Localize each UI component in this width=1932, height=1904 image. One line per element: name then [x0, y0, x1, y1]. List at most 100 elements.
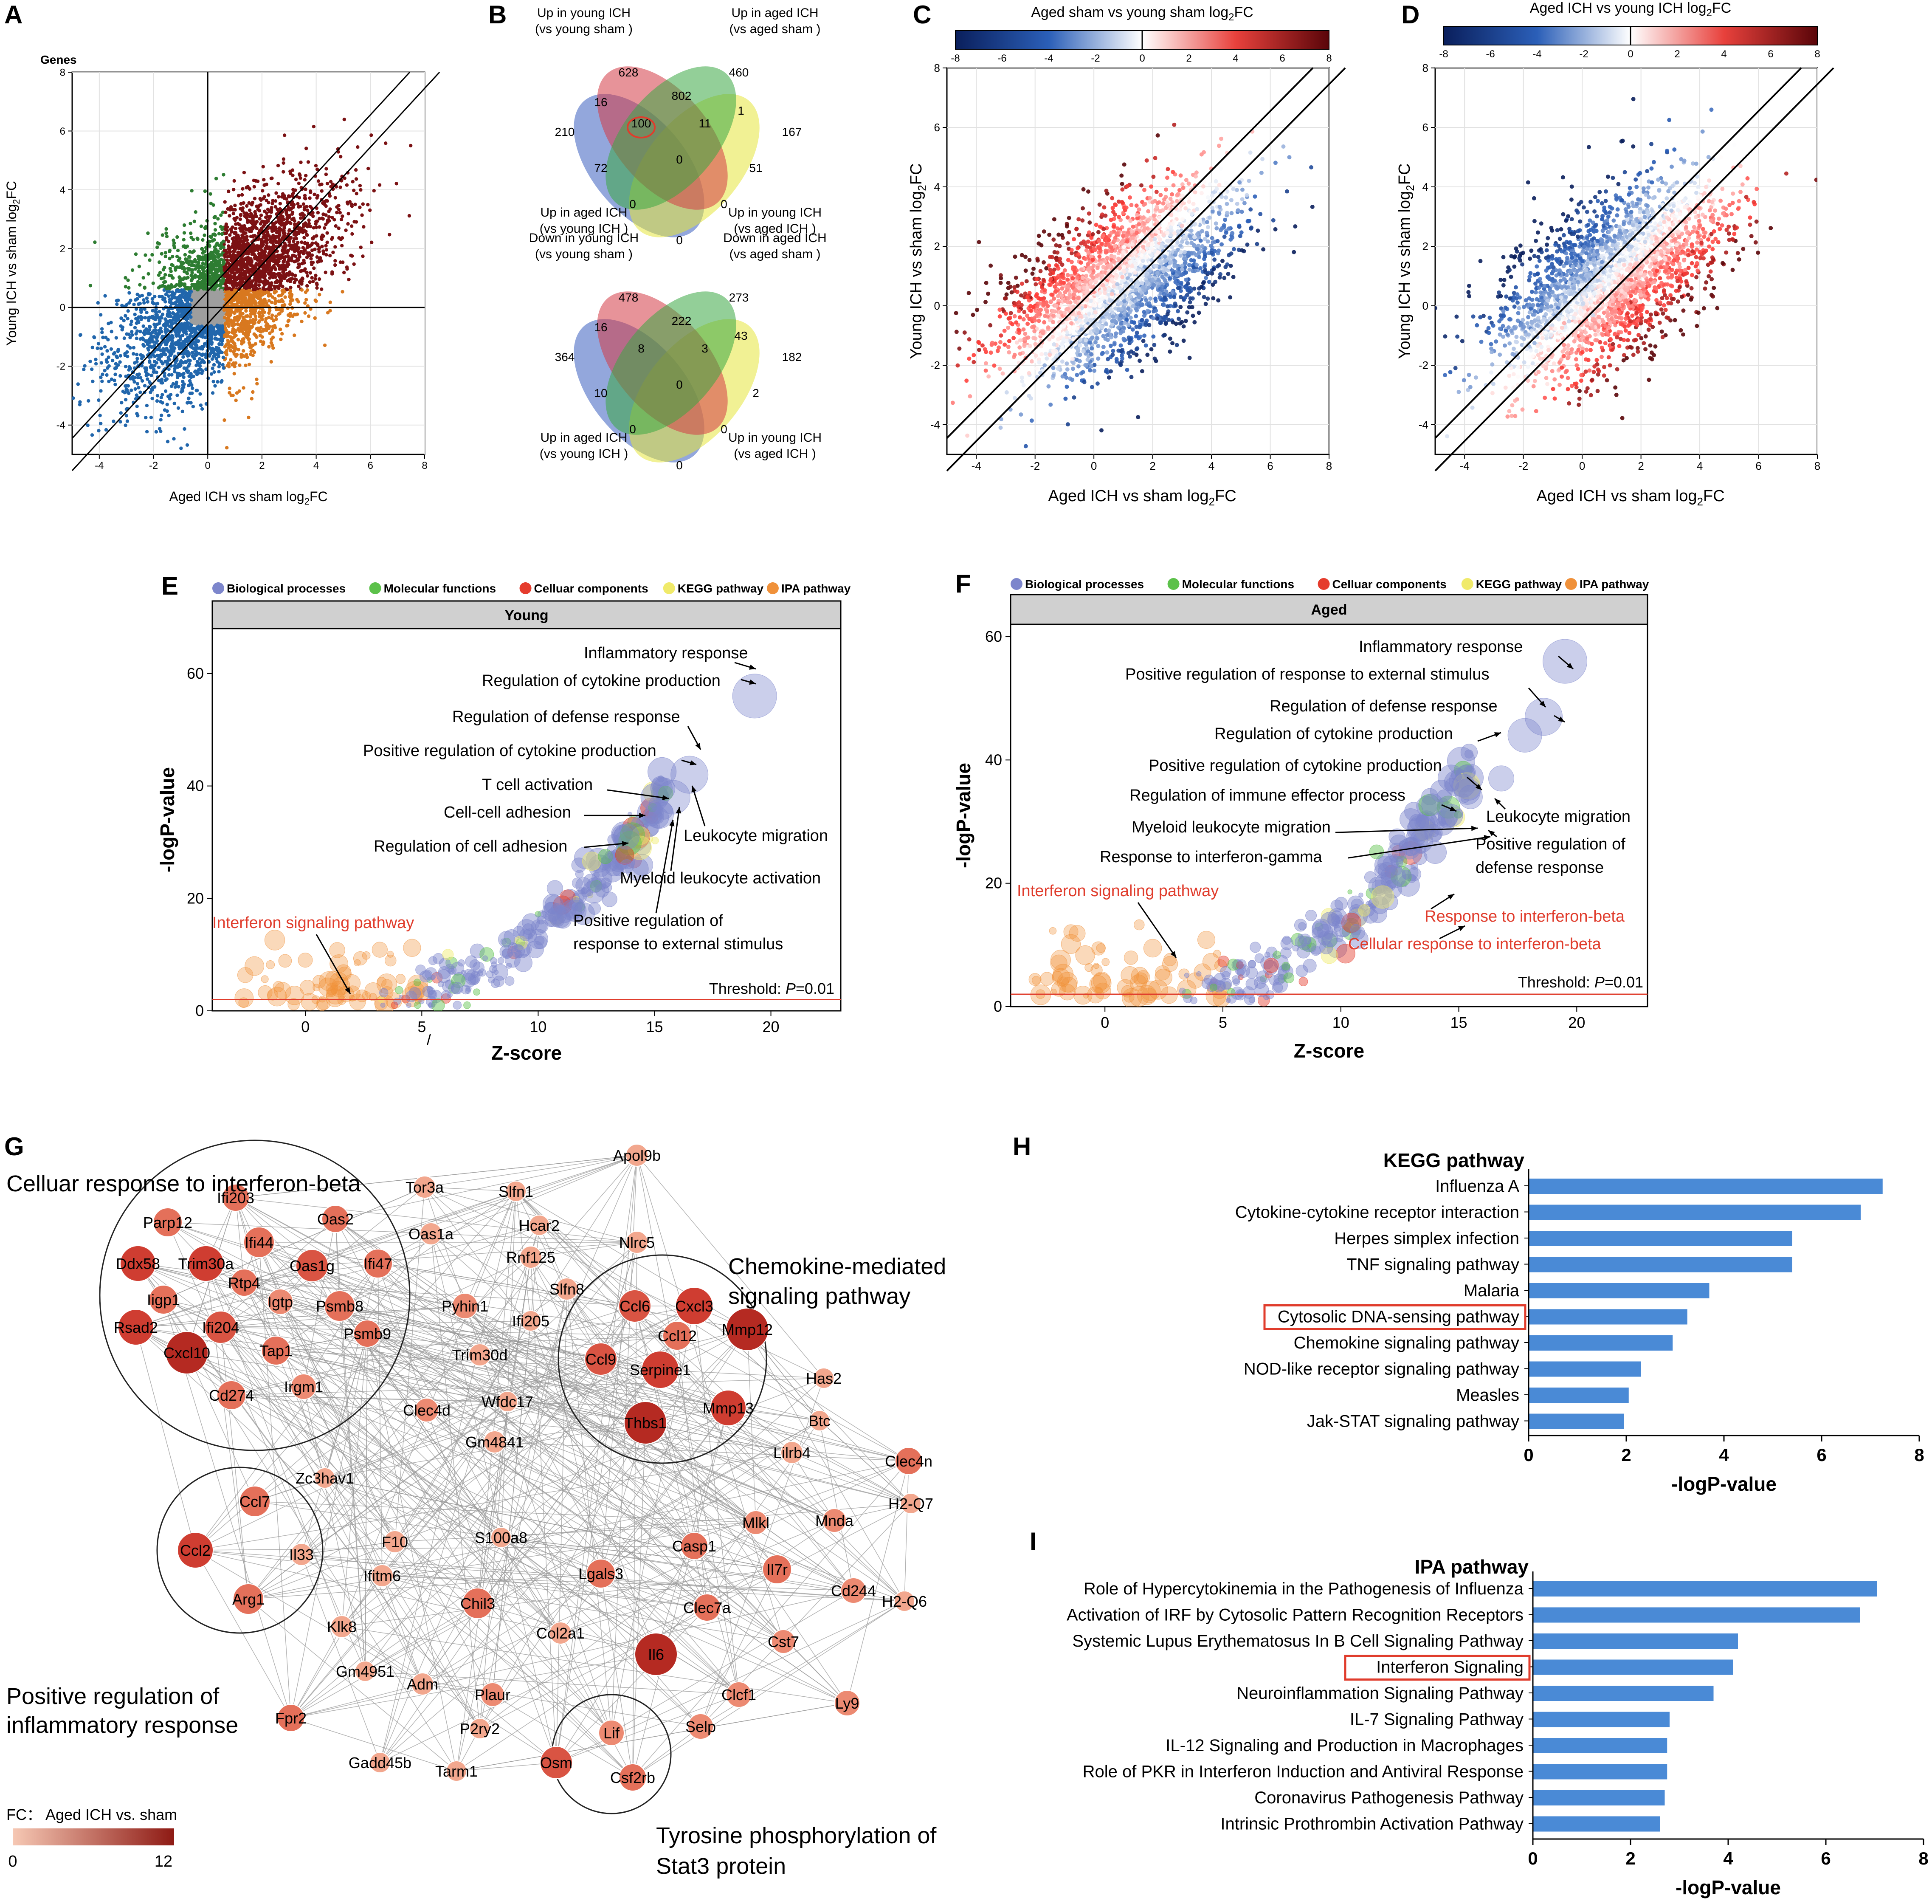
gene-point [134, 252, 138, 256]
gene-point [248, 341, 251, 344]
gene-point [169, 267, 172, 270]
gene-point [129, 323, 132, 326]
gene-point [307, 160, 310, 164]
gene-point [38, 307, 42, 310]
gene-point [309, 257, 313, 260]
gene-point [124, 365, 127, 368]
gene-point [295, 298, 299, 301]
gene-point [273, 273, 277, 276]
gene-point [155, 245, 159, 249]
gene-point [210, 341, 214, 344]
gene-point [127, 286, 130, 290]
gene-point [112, 420, 115, 423]
gene-point [243, 270, 246, 273]
gene-point [326, 311, 330, 314]
gene-point [267, 345, 270, 348]
gene-point [130, 320, 133, 323]
gene-point [288, 208, 291, 212]
gene-point [190, 264, 193, 267]
gene-point [296, 241, 299, 244]
gene-point [295, 245, 298, 248]
gene-point [153, 360, 156, 363]
gene-point [242, 224, 246, 228]
gene-point [186, 272, 189, 275]
gene-point [100, 353, 104, 356]
gene-point [237, 338, 240, 341]
gene-point [246, 321, 249, 324]
gene-point [263, 298, 266, 301]
gene-point [283, 295, 287, 299]
gene-point [282, 157, 285, 161]
gene-point [110, 330, 113, 333]
gene-point [278, 226, 281, 230]
gene-point [352, 220, 356, 223]
gene-point [237, 260, 240, 264]
gene-point [156, 302, 159, 305]
gene-point [355, 177, 358, 181]
gene-point [257, 283, 261, 287]
gene-point [279, 280, 282, 284]
gene-point [59, 355, 62, 359]
gene-point [144, 416, 147, 419]
gene-point [306, 288, 309, 292]
gene-point [181, 410, 184, 413]
gene-point [164, 231, 168, 235]
gene-point [186, 401, 189, 404]
gene-point [148, 325, 151, 328]
gene-point [302, 236, 306, 239]
gene-point [197, 255, 200, 259]
gene-point [242, 386, 245, 389]
gene-point [262, 235, 265, 239]
gene-point [171, 344, 175, 348]
gene-point [143, 286, 146, 290]
gene-point [248, 209, 251, 212]
gene-point [218, 351, 221, 354]
gene-point [286, 255, 290, 259]
gene-point [244, 364, 247, 367]
gene-point [190, 346, 194, 349]
gene-point [359, 188, 362, 192]
gene-point [186, 443, 189, 447]
gene-point [268, 288, 271, 291]
gene-point [254, 286, 258, 290]
gene-point [203, 189, 207, 193]
gene-point [87, 399, 90, 403]
gene-point [119, 316, 123, 320]
gene-point [338, 186, 342, 189]
gene-point [157, 347, 161, 351]
gene-point [127, 392, 130, 395]
gene-point [121, 390, 125, 393]
gene-point [314, 299, 317, 302]
gene-point [212, 348, 216, 351]
gene-point [226, 339, 229, 342]
gene-point [235, 353, 239, 356]
gene-point [280, 307, 284, 311]
gene-point [232, 212, 235, 215]
gene-point [268, 251, 271, 254]
gene-point [324, 167, 328, 170]
gene-point [225, 258, 229, 262]
gene-point [132, 380, 136, 384]
gene-point [234, 239, 238, 243]
gene-point [219, 339, 222, 342]
gene-point [251, 311, 254, 315]
gene-point [203, 262, 207, 266]
gene-point [189, 222, 192, 225]
gene-point [124, 398, 127, 401]
gene-point [234, 399, 238, 402]
gene-point [222, 260, 225, 264]
gene-point [156, 241, 159, 245]
gene-point [337, 226, 341, 230]
gene-point [279, 338, 282, 341]
gene-point [311, 280, 315, 283]
gene-point [287, 215, 291, 219]
gene-point [225, 349, 228, 353]
gene-point [149, 416, 153, 419]
gene-point [209, 271, 213, 274]
gene-point [196, 339, 200, 343]
gene-point [154, 307, 158, 311]
gene-point [248, 301, 251, 304]
gene-point [90, 367, 93, 371]
gene-point [303, 311, 307, 315]
gene-point [299, 269, 302, 273]
